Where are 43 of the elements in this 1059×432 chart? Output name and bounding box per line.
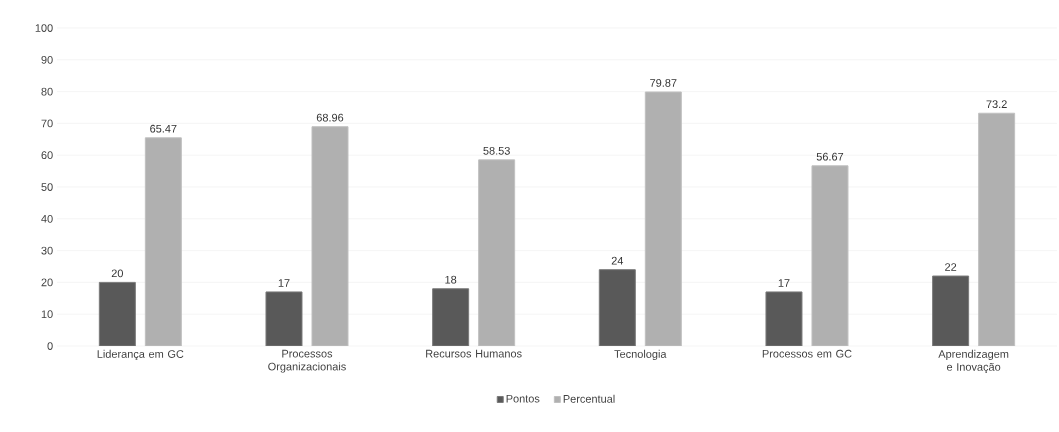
x-tick-label: Recursos Humanos <box>426 349 522 358</box>
y-tick-label: 70 <box>41 119 53 128</box>
y-tick-label: 90 <box>41 55 53 64</box>
bar <box>311 126 349 346</box>
bar <box>265 291 303 346</box>
data-label: 18 <box>445 275 457 284</box>
y-tick-label: 30 <box>41 246 53 255</box>
data-label: 56.67 <box>816 152 844 161</box>
bar <box>765 291 803 346</box>
x-tick-label: Aprendizagem e Inovação <box>938 349 1009 374</box>
data-label: 73.2 <box>986 100 1007 109</box>
y-tick-label: 40 <box>41 214 53 223</box>
y-tick-label: 80 <box>41 87 53 96</box>
bar <box>644 91 682 346</box>
data-label: 20 <box>111 269 123 278</box>
y-tick-label: 10 <box>41 310 53 319</box>
x-tick-label: Liderança em GC <box>97 349 184 361</box>
bar <box>98 281 136 346</box>
legend-label: Pontos <box>506 394 540 403</box>
bar <box>432 288 470 346</box>
y-tick-label: 60 <box>41 151 53 160</box>
y-tick-label: 100 <box>35 24 53 32</box>
bar <box>811 165 849 346</box>
data-label: 24 <box>611 256 624 265</box>
bar <box>478 159 516 346</box>
y-tick-label: 50 <box>41 183 53 191</box>
data-label: 22 <box>945 263 957 271</box>
x-tick-label: Tecnologia <box>614 349 667 361</box>
data-label: 79.87 <box>650 79 677 87</box>
x-tick-label: Processos Organizacionais <box>268 349 346 373</box>
data-label: 65.47 <box>150 124 177 133</box>
bar <box>144 137 182 346</box>
data-label: 68.96 <box>316 113 344 122</box>
data-label: 17 <box>778 279 790 287</box>
data-label: 17 <box>278 279 290 287</box>
bar <box>932 275 970 346</box>
data-label: 58.53 <box>483 146 510 155</box>
legend-label: Percentual <box>563 394 615 403</box>
x-tick-label: Processos em GC <box>762 349 852 358</box>
y-tick-label: 0 <box>47 342 53 350</box>
bar <box>598 269 636 346</box>
y-tick-label: 20 <box>41 278 53 287</box>
bar <box>978 112 1016 346</box>
